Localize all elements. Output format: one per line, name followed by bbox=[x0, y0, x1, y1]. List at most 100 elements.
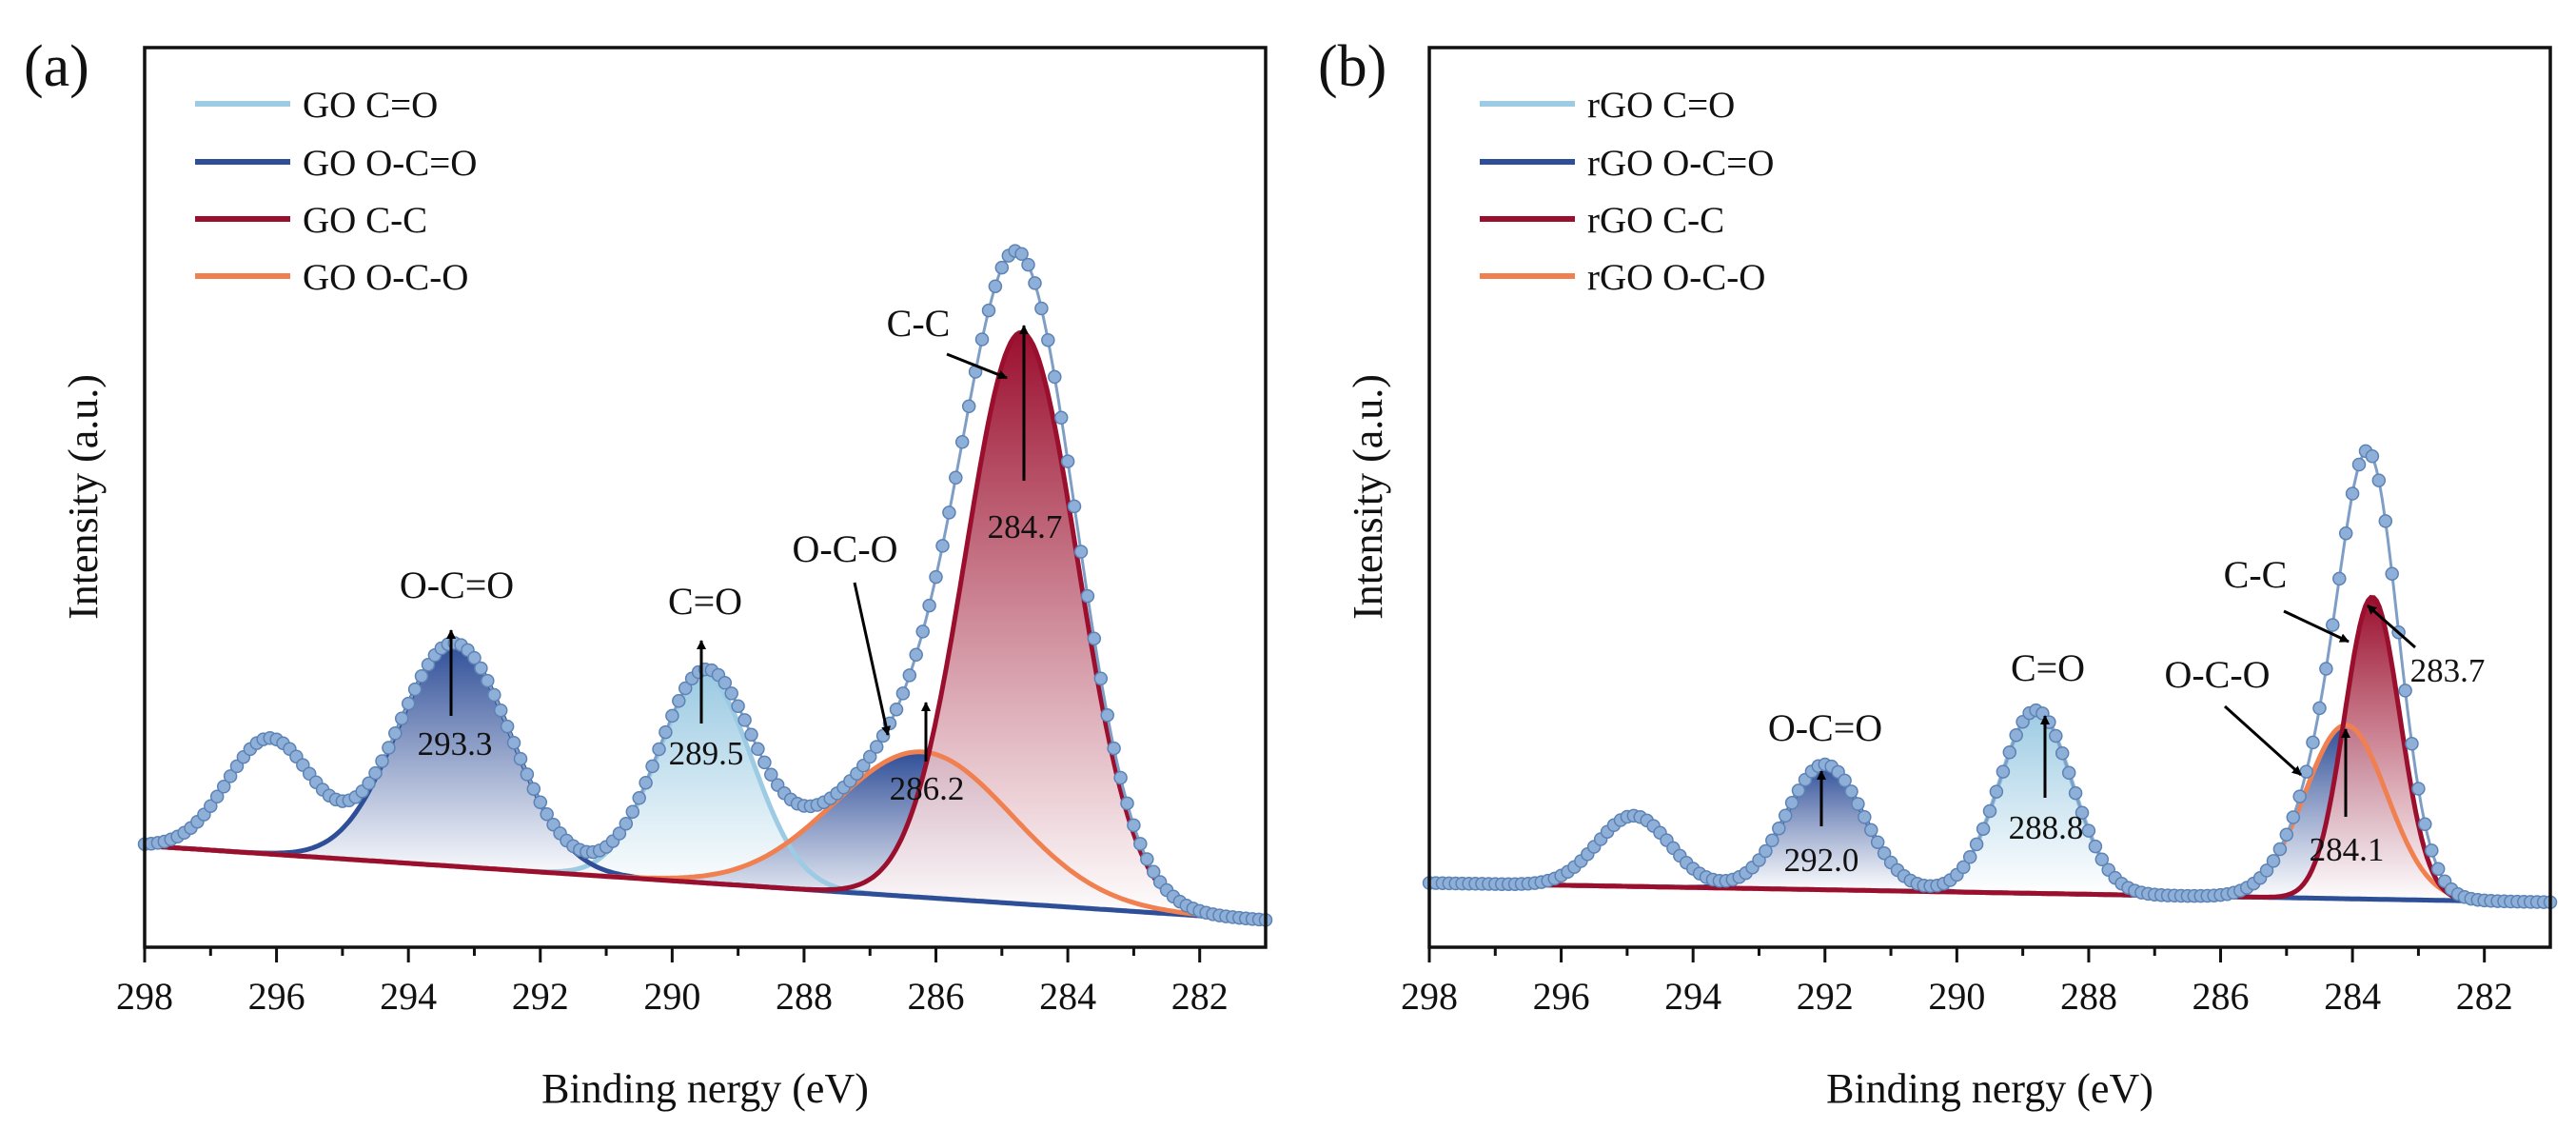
peak-value-c-c: 283.7 bbox=[2410, 652, 2486, 689]
data-point bbox=[902, 668, 917, 683]
component-fill-o-c-eq-o bbox=[1664, 764, 1986, 893]
panel-a-frame bbox=[143, 46, 1268, 949]
arrow-o-c-o-diagonal bbox=[853, 582, 891, 736]
data-point bbox=[1021, 257, 1035, 272]
data-point bbox=[2081, 823, 2096, 838]
data-point bbox=[407, 682, 423, 697]
x-tick-label: 292 bbox=[1797, 975, 1854, 1018]
peak-label-c-c: C-C bbox=[887, 302, 951, 345]
legend-entry: GO O-C=O bbox=[303, 143, 477, 184]
data-point bbox=[2286, 810, 2301, 824]
x-tick-label: 296 bbox=[248, 975, 305, 1018]
data-point bbox=[974, 332, 990, 347]
data-point bbox=[1969, 837, 1984, 852]
data-point bbox=[2365, 449, 2380, 464]
panel-b-label: (b) bbox=[1318, 34, 1386, 99]
data-point bbox=[1791, 783, 1806, 798]
x-tick-label: 288 bbox=[776, 975, 833, 1018]
data-point bbox=[493, 703, 508, 718]
data-point bbox=[961, 399, 976, 414]
data-point bbox=[2405, 737, 2419, 751]
data-point bbox=[659, 724, 673, 740]
data-point bbox=[1080, 588, 1095, 604]
x-tick-label: 282 bbox=[2456, 975, 2513, 1018]
data-point bbox=[520, 767, 535, 782]
data-point bbox=[949, 470, 963, 486]
data-point bbox=[1060, 454, 1075, 468]
arrow-o-c-o-diagonal bbox=[2223, 704, 2303, 777]
data-point bbox=[401, 696, 416, 711]
x-tick-label: 288 bbox=[2060, 975, 2117, 1018]
data-point bbox=[2009, 728, 2023, 743]
legend-entry: rGO O-C=O bbox=[1587, 143, 1774, 184]
panel-b-legend: rGO C=O rGO O-C=O rGO C-C rGO O-C-O bbox=[1480, 85, 1774, 298]
data-point bbox=[935, 539, 950, 553]
arrow-283-7-diagonal bbox=[2367, 604, 2416, 649]
data-point bbox=[942, 506, 956, 520]
data-point bbox=[2319, 662, 2333, 676]
data-point bbox=[665, 708, 679, 724]
data-point bbox=[862, 749, 877, 764]
panel-a-fills bbox=[219, 332, 1265, 921]
data-point bbox=[394, 711, 409, 725]
data-point bbox=[678, 681, 693, 696]
peak-label-c-eq-o: C=O bbox=[2011, 646, 2085, 689]
data-point bbox=[1982, 803, 1997, 819]
data-point bbox=[2411, 782, 2426, 796]
peak-value-c-eq-o: 288.8 bbox=[2009, 809, 2084, 846]
data-point bbox=[2094, 852, 2110, 867]
data-point bbox=[1048, 369, 1062, 385]
data-point bbox=[981, 303, 996, 318]
data-point bbox=[526, 782, 541, 796]
data-point bbox=[751, 742, 765, 757]
x-tick-label: 284 bbox=[1039, 975, 1096, 1018]
data-point bbox=[954, 435, 970, 449]
data-point bbox=[1107, 741, 1121, 756]
data-point bbox=[2266, 854, 2281, 868]
data-point bbox=[2345, 486, 2360, 501]
data-point bbox=[1113, 770, 1128, 785]
data-point bbox=[1073, 545, 1089, 559]
data-point bbox=[1838, 773, 1852, 788]
data-point bbox=[1759, 843, 1773, 859]
x-tick-label: 298 bbox=[1401, 975, 1458, 1018]
data-point bbox=[533, 795, 548, 809]
peak-label-o-c-eq-o: O-C=O bbox=[400, 564, 514, 606]
data-point bbox=[2430, 862, 2446, 877]
panel-b-frame bbox=[1427, 46, 2552, 949]
data-point bbox=[209, 789, 225, 804]
data-point bbox=[2351, 457, 2367, 472]
data-point bbox=[915, 624, 930, 639]
legend-entry: GO O-C-O bbox=[303, 257, 468, 298]
data-point bbox=[368, 765, 383, 781]
panel-b-rgo: (b) 298 296 294 292 290 288 286 284 282 Binding … bbox=[1318, 34, 2558, 1112]
data-point bbox=[737, 713, 752, 727]
panel-b-x-axis: 298 296 294 292 290 288 286 284 282 bbox=[1401, 947, 2513, 1018]
data-point bbox=[1140, 852, 1154, 866]
data-point bbox=[2068, 785, 2083, 801]
data-point bbox=[1765, 833, 1780, 848]
data-point bbox=[994, 260, 1010, 275]
data-point bbox=[731, 699, 745, 713]
legend-entry: GO C-C bbox=[303, 200, 427, 241]
component-fill-o-c-eq-o bbox=[219, 643, 691, 882]
data-point bbox=[1041, 332, 1055, 347]
data-point bbox=[672, 694, 686, 708]
data-point bbox=[1957, 860, 1971, 875]
data-point bbox=[1034, 301, 1049, 316]
x-tick-label: 294 bbox=[1664, 975, 1721, 1018]
peak-label-o-c-o: O-C-O bbox=[792, 527, 897, 570]
data-point bbox=[1784, 796, 1799, 810]
data-point bbox=[718, 676, 733, 690]
data-point bbox=[1067, 499, 1082, 514]
data-point bbox=[2378, 514, 2393, 528]
data-point bbox=[2272, 842, 2288, 857]
data-point bbox=[909, 647, 923, 663]
data-point bbox=[229, 759, 245, 774]
data-point bbox=[362, 776, 376, 791]
peak-value-o-c-eq-o: 293.3 bbox=[418, 725, 493, 763]
component-fill-c-c bbox=[786, 332, 1257, 920]
legend-entry: rGO C-C bbox=[1587, 200, 1724, 241]
data-point bbox=[1028, 276, 1042, 290]
